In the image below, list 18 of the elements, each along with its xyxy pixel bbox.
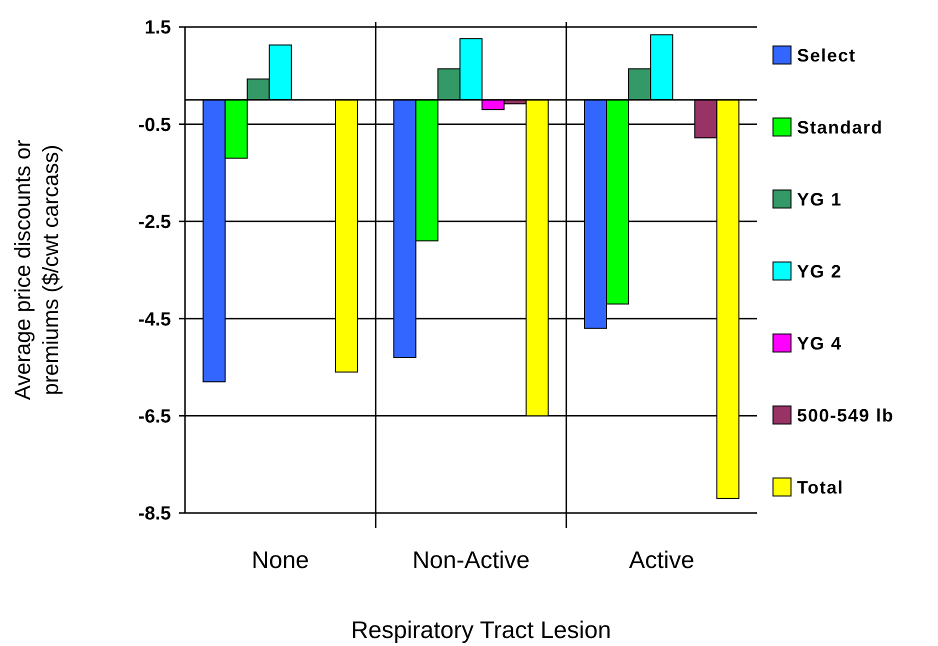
y-tick-label: 1.5 <box>144 18 172 39</box>
x-axis-title: Respiratory Tract Lesion <box>350 617 612 644</box>
x-tick-label: None <box>252 547 310 574</box>
y-axis-title: Average price discounts or premiums ($/cwt carcass) <box>10 140 63 400</box>
y-tick-label: -2.5 <box>138 212 172 234</box>
legend-label: YG 4 <box>797 333 842 354</box>
x-tick-label: Active <box>628 547 694 574</box>
y-tick-label: -4.5 <box>138 309 172 330</box>
y-tick-label: -8.5 <box>138 504 172 525</box>
legend-label: Select <box>797 45 856 66</box>
legend-label: Total <box>797 477 844 498</box>
x-tick-label: Non-Active <box>412 547 530 574</box>
legend-label: YG 2 <box>797 261 842 282</box>
legend-label: YG 1 <box>797 189 842 210</box>
legend-label: Standard <box>797 117 884 138</box>
y-tick-label: -0.5 <box>138 114 172 136</box>
y-tick-label: -6.5 <box>138 406 172 428</box>
legend-label: 500-549 lb <box>797 405 894 426</box>
